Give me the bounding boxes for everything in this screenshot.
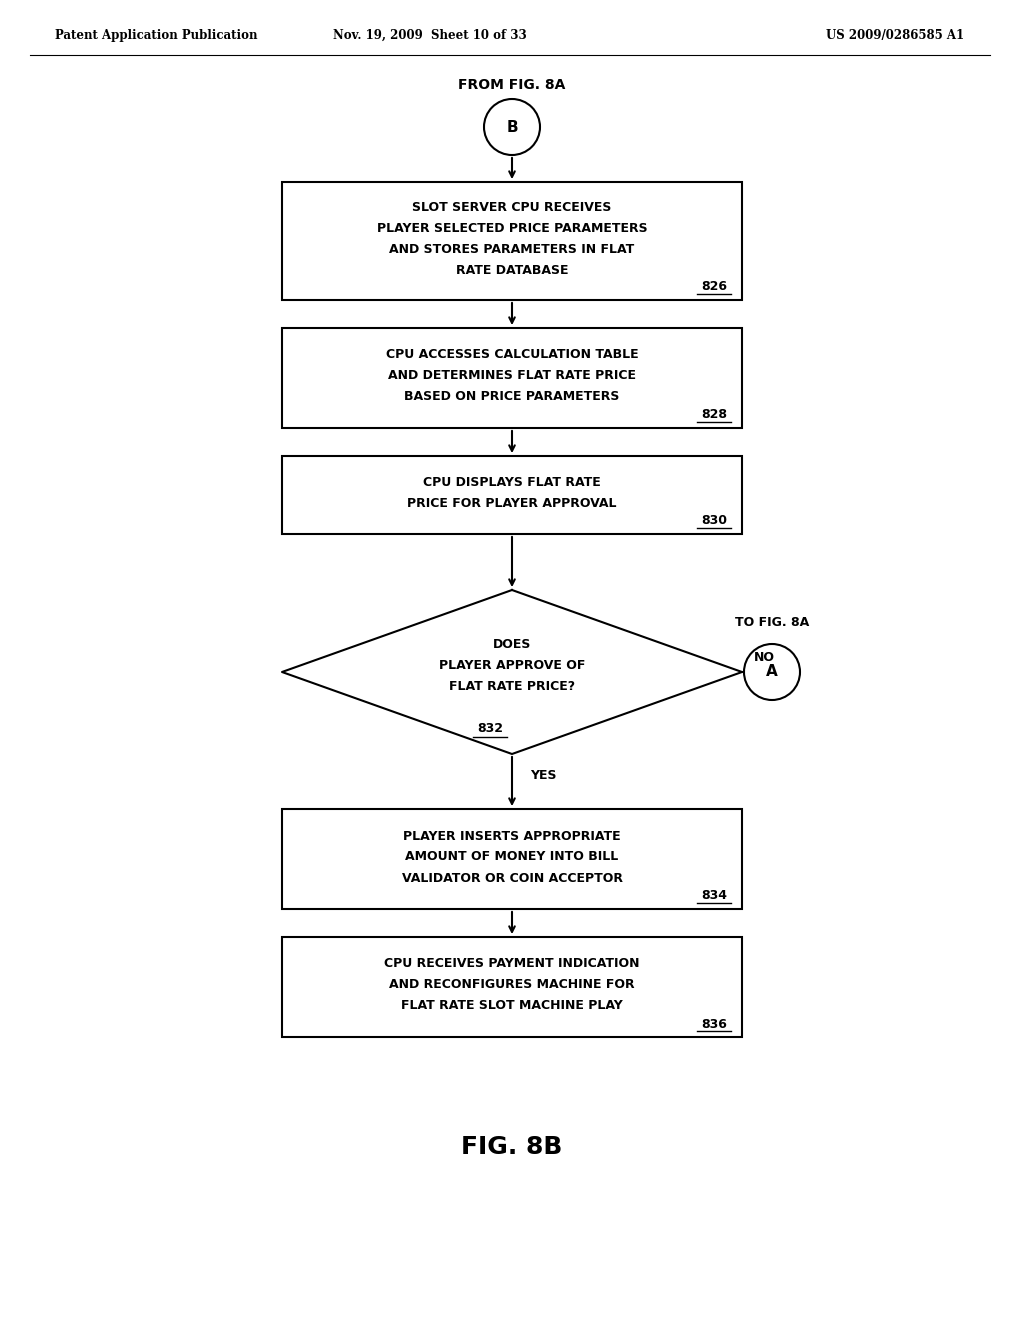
FancyBboxPatch shape: [282, 182, 742, 300]
Text: CPU DISPLAYS FLAT RATE: CPU DISPLAYS FLAT RATE: [423, 477, 601, 488]
Text: RATE DATABASE: RATE DATABASE: [456, 264, 568, 277]
Text: PLAYER INSERTS APPROPRIATE: PLAYER INSERTS APPROPRIATE: [403, 829, 621, 842]
Text: FIG. 8B: FIG. 8B: [462, 1135, 562, 1159]
Text: 832: 832: [477, 722, 503, 735]
Text: Nov. 19, 2009  Sheet 10 of 33: Nov. 19, 2009 Sheet 10 of 33: [333, 29, 527, 41]
Text: AND DETERMINES FLAT RATE PRICE: AND DETERMINES FLAT RATE PRICE: [388, 370, 636, 383]
Text: BASED ON PRICE PARAMETERS: BASED ON PRICE PARAMETERS: [404, 391, 620, 404]
FancyBboxPatch shape: [282, 327, 742, 428]
FancyBboxPatch shape: [282, 455, 742, 535]
Text: B: B: [506, 120, 518, 135]
Text: Patent Application Publication: Patent Application Publication: [55, 29, 257, 41]
Text: TO FIG. 8A: TO FIG. 8A: [735, 616, 809, 630]
Text: 836: 836: [701, 1018, 727, 1031]
Text: DOES: DOES: [493, 639, 531, 652]
Text: PLAYER SELECTED PRICE PARAMETERS: PLAYER SELECTED PRICE PARAMETERS: [377, 222, 647, 235]
Text: NO: NO: [754, 652, 775, 664]
Text: YES: YES: [530, 770, 556, 781]
Text: AND STORES PARAMETERS IN FLAT: AND STORES PARAMETERS IN FLAT: [389, 243, 635, 256]
Text: AND RECONFIGURES MACHINE FOR: AND RECONFIGURES MACHINE FOR: [389, 978, 635, 991]
Text: CPU RECEIVES PAYMENT INDICATION: CPU RECEIVES PAYMENT INDICATION: [384, 957, 640, 970]
Text: 826: 826: [701, 280, 727, 293]
Text: US 2009/0286585 A1: US 2009/0286585 A1: [826, 29, 964, 41]
FancyBboxPatch shape: [282, 809, 742, 909]
Text: PLAYER APPROVE OF: PLAYER APPROVE OF: [439, 660, 585, 672]
Text: SLOT SERVER CPU RECEIVES: SLOT SERVER CPU RECEIVES: [413, 201, 611, 214]
Text: CPU ACCESSES CALCULATION TABLE: CPU ACCESSES CALCULATION TABLE: [386, 348, 638, 362]
Text: 834: 834: [701, 890, 727, 903]
Text: FLAT RATE SLOT MACHINE PLAY: FLAT RATE SLOT MACHINE PLAY: [401, 999, 623, 1012]
FancyBboxPatch shape: [282, 937, 742, 1038]
Text: VALIDATOR OR COIN ACCEPTOR: VALIDATOR OR COIN ACCEPTOR: [401, 871, 623, 884]
Text: FLAT RATE PRICE?: FLAT RATE PRICE?: [449, 681, 575, 693]
Text: 830: 830: [701, 515, 727, 528]
Text: AMOUNT OF MONEY INTO BILL: AMOUNT OF MONEY INTO BILL: [406, 850, 618, 863]
Text: FROM FIG. 8A: FROM FIG. 8A: [459, 78, 565, 92]
Text: PRICE FOR PLAYER APPROVAL: PRICE FOR PLAYER APPROVAL: [408, 498, 616, 510]
Text: 828: 828: [701, 408, 727, 421]
Text: A: A: [766, 664, 778, 680]
